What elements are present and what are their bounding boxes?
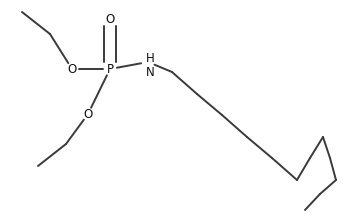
Text: P: P [106,62,113,75]
Text: O: O [67,62,77,75]
Text: H: H [146,52,154,65]
Text: O: O [105,13,114,26]
Text: O: O [83,108,92,121]
Text: N: N [146,66,154,79]
